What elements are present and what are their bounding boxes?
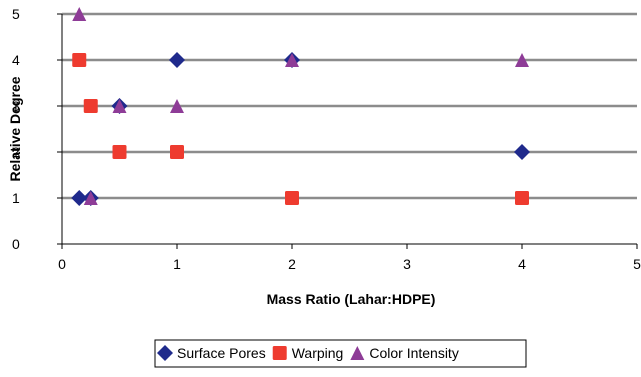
point-warping	[112, 145, 127, 159]
y-tick-label: 5	[12, 6, 20, 22]
y-axis-title: Relative Degree	[7, 76, 23, 181]
point-warping	[170, 145, 184, 159]
tick-labels: 0 1 2 3 4 5 0 1 2 3 4 5	[12, 6, 641, 272]
x-tick-label: 1	[173, 256, 181, 272]
point-warping	[72, 53, 87, 67]
point-color-intensity	[170, 99, 184, 113]
point-warping	[515, 191, 529, 205]
data-points	[71, 7, 530, 206]
point-surface-pores	[514, 144, 530, 160]
point-color-intensity	[285, 53, 299, 67]
y-tick-label: 1	[12, 190, 20, 206]
point-color-intensity	[112, 99, 127, 113]
legend-marker-warping	[272, 346, 287, 360]
legend-box	[154, 339, 527, 368]
x-tick-label: 2	[288, 256, 296, 272]
y-tick-label: 3	[12, 98, 20, 114]
legend: Surface Pores Warping Color Intensity	[154, 339, 527, 368]
grid-lines	[62, 12, 637, 200]
legend-label: Surface Pores	[177, 345, 266, 361]
point-color-intensity	[72, 7, 87, 21]
point-surface-pores	[169, 52, 185, 68]
y-tick-label: 2	[12, 144, 20, 160]
x-tick-label: 4	[518, 256, 526, 272]
point-color-intensity	[515, 53, 529, 67]
x-tick-label: 5	[633, 256, 641, 272]
y-tick-label: 4	[12, 52, 20, 68]
x-axis-title: Mass Ratio (Lahar:HDPE)	[267, 291, 436, 307]
legend-label: Warping	[292, 345, 344, 361]
legend-marker-surface-pores	[157, 345, 173, 361]
point-warping	[285, 191, 299, 205]
axes	[57, 13, 638, 249]
legend-label: Color Intensity	[369, 345, 458, 361]
y-tick-label: 0	[12, 236, 20, 252]
point-warping	[83, 99, 98, 113]
x-tick-label: 3	[403, 256, 411, 272]
point-surface-pores	[71, 190, 88, 206]
x-tick-label: 0	[58, 256, 66, 272]
point-color-intensity	[83, 191, 98, 205]
legend-marker-color-intensity	[350, 346, 365, 360]
